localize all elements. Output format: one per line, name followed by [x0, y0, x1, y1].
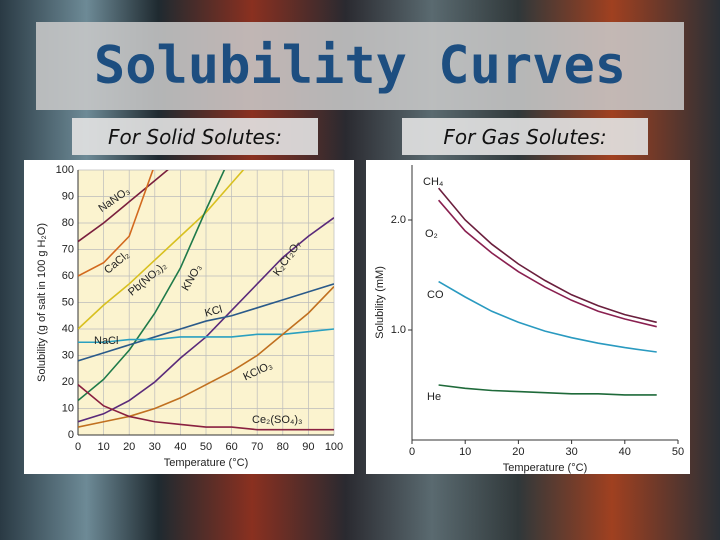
series-line	[437, 187, 657, 324]
series-label: CO	[427, 289, 444, 301]
y-tick-label: 70	[62, 243, 74, 255]
y-tick-label: 40	[62, 323, 74, 335]
series-label: NaCl	[94, 335, 118, 347]
x-tick-label: 30	[565, 446, 577, 458]
series-line	[78, 170, 245, 330]
x-tick-label: 80	[277, 441, 289, 453]
series-line	[437, 199, 657, 328]
x-axis-label: Temperature (°C)	[164, 457, 248, 469]
slide-title: Solubility Curves	[93, 36, 627, 96]
x-tick-label: 100	[325, 441, 343, 453]
x-tick-label: 0	[75, 441, 81, 453]
x-tick-label: 10	[459, 446, 471, 458]
y-tick-label: 2.0	[391, 214, 406, 226]
x-tick-label: 50	[200, 441, 212, 453]
chart-title: For Gas Solutes:	[402, 118, 648, 155]
series-line	[78, 170, 154, 277]
x-tick-label: 10	[97, 441, 109, 453]
series-label: CH₄	[423, 176, 444, 188]
series-line	[438, 384, 657, 396]
x-tick-label: 70	[251, 441, 263, 453]
y-tick-label: 90	[62, 190, 74, 202]
title-box: Solubility Curves	[36, 22, 684, 110]
y-tick-label: 100	[56, 164, 74, 176]
y-tick-label: 60	[62, 270, 74, 282]
plot-lines	[437, 187, 657, 396]
x-tick-label: 60	[225, 441, 237, 453]
y-tick-label: 0	[68, 429, 74, 441]
y-tick-label: 10	[62, 402, 74, 414]
x-tick-label: 50	[672, 446, 684, 458]
x-axis-label: Temperature (°C)	[503, 462, 587, 474]
x-tick-label: 20	[512, 446, 524, 458]
y-tick-label: 20	[62, 376, 74, 388]
y-tick-label: 80	[62, 217, 74, 229]
x-tick-label: 0	[409, 446, 415, 458]
y-axis-label: Solubility (g of salt in 100 g H₂O)	[36, 223, 48, 382]
series-line	[78, 170, 226, 402]
x-tick-label: 40	[174, 441, 186, 453]
series-line	[78, 286, 334, 428]
series-line	[78, 283, 334, 362]
series-line	[78, 384, 334, 431]
series-line	[78, 328, 334, 344]
chart-title: For Solid Solutes:	[72, 118, 318, 155]
y-axis-label: Solubility (mM)	[374, 266, 386, 339]
x-tick-label: 90	[302, 441, 314, 453]
x-tick-label: 20	[123, 441, 135, 453]
x-tick-label: 40	[619, 446, 631, 458]
x-tick-label: 30	[149, 441, 161, 453]
y-tick-label: 30	[62, 349, 74, 361]
y-tick-label: 50	[62, 296, 74, 308]
series-label: KCl	[203, 304, 223, 320]
series-label: Ce₂(SO₄)₃	[252, 414, 303, 426]
series-line	[78, 170, 169, 243]
series-label: O₂	[425, 228, 438, 240]
series-label: He	[427, 391, 441, 403]
plot-lines	[78, 170, 334, 431]
y-tick-label: 1.0	[391, 324, 406, 336]
series-line	[438, 280, 657, 353]
panel	[366, 160, 690, 474]
